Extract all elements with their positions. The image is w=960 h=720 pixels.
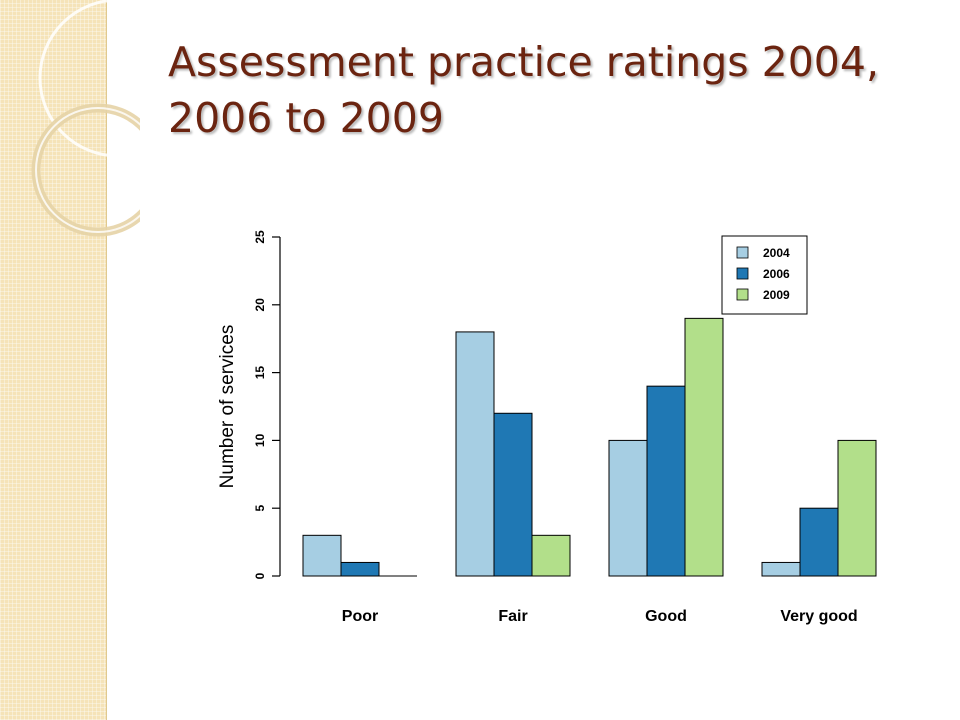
x-category-label: Poor (342, 608, 378, 625)
bar (531, 534, 571, 577)
bar-chart: 0 5 10 15 20 25 Number of services Poor Fair Good… (217, 230, 877, 625)
legend-swatch (736, 267, 749, 280)
page-title: Assessment practice ratings 2004, 2006 t… (168, 38, 880, 142)
bar (302, 534, 342, 577)
decorative-circles (31, 0, 140, 237)
bar (646, 385, 686, 577)
bar (761, 561, 801, 577)
y-axis-title: Number of services (217, 325, 238, 489)
y-tick-label: 5 (253, 505, 267, 512)
y-tick-label: 0 (253, 572, 267, 579)
y-tick-label: 20 (253, 298, 267, 312)
y-tick-label: 15 (253, 366, 267, 380)
legend-label: 2006 (763, 267, 790, 281)
x-category-label: Good (645, 608, 687, 625)
bar (493, 412, 533, 577)
x-category-label: Fair (498, 608, 527, 625)
bar (455, 331, 495, 577)
y-tick-label: 25 (253, 230, 267, 244)
legend-label: 2009 (763, 288, 790, 302)
bar (340, 561, 380, 577)
bar (799, 507, 839, 577)
y-tick-label: 10 (253, 433, 267, 447)
bar (608, 439, 648, 577)
bar (684, 317, 724, 577)
bar (837, 439, 877, 577)
legend-swatch (736, 288, 749, 301)
legend-swatch (736, 246, 749, 259)
x-category-label: Very good (780, 608, 857, 625)
legend-box (721, 235, 808, 315)
legend-label: 2004 (763, 246, 790, 260)
